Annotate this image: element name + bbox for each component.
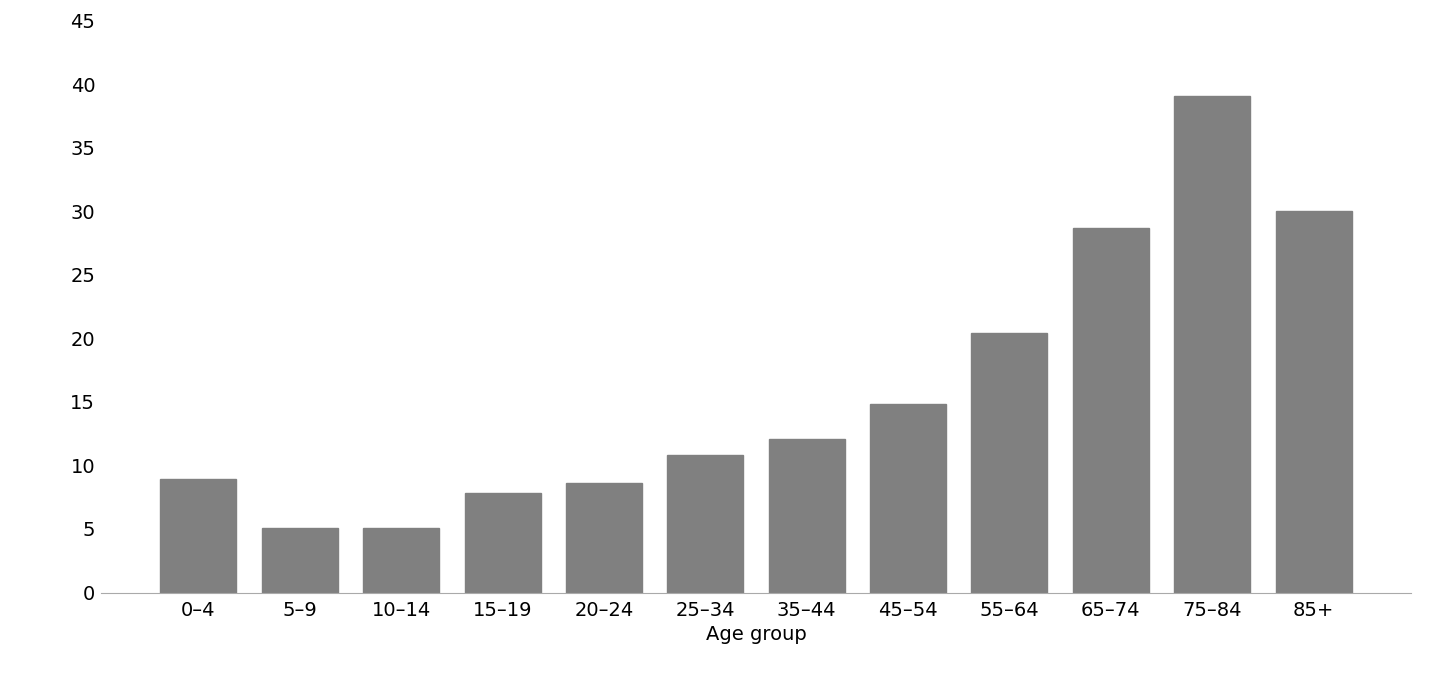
Bar [1276, 212, 1352, 593]
Bar [465, 493, 540, 593]
Bar [160, 480, 236, 593]
Bar [972, 333, 1047, 593]
Bar [667, 455, 743, 593]
Bar [1174, 96, 1250, 593]
Bar [870, 404, 946, 593]
Bar [566, 483, 642, 593]
Bar [363, 528, 439, 593]
X-axis label: Age group: Age group [706, 626, 806, 644]
Bar [1073, 228, 1149, 593]
Bar [262, 528, 338, 593]
Bar [769, 439, 845, 593]
